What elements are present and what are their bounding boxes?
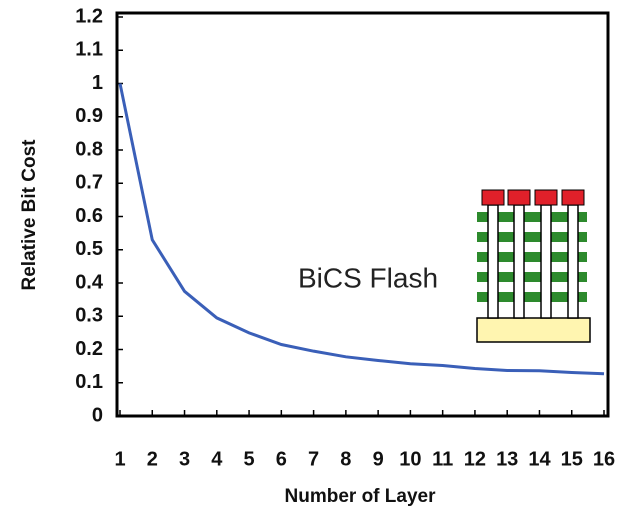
x-tick-label: 6 <box>276 448 287 470</box>
y-tick-label: 0.5 <box>75 238 103 260</box>
y-tick-label: 0.4 <box>75 271 104 293</box>
x-axis-title: Number of Layer <box>285 486 437 507</box>
x-tick-label: 9 <box>373 448 384 470</box>
y-axis-title: Relative Bit Cost <box>19 139 40 291</box>
y-tick-label: 0.1 <box>75 371 103 393</box>
bics-diagram <box>476 189 591 343</box>
y-tick-label: 0.6 <box>75 205 103 227</box>
x-tick-label: 16 <box>593 448 615 470</box>
x-tick-label: 4 <box>211 448 223 470</box>
y-tick-label: 0.7 <box>75 172 103 194</box>
y-tick-label: 0.9 <box>75 105 103 127</box>
x-tick-label: 8 <box>340 448 351 470</box>
y-tick-label: 0.8 <box>75 138 103 160</box>
y-tick-label: 0.2 <box>75 338 103 360</box>
annotation: BiCS Flash <box>298 262 438 293</box>
x-tick-label: 14 <box>528 448 551 470</box>
x-tick-label: 10 <box>399 448 421 470</box>
x-tick-label: 15 <box>561 448 583 470</box>
x-tick-label: 11 <box>432 448 453 470</box>
y-tick-label: 0.3 <box>75 305 103 327</box>
x-tick-label: 7 <box>308 448 319 470</box>
data-line <box>118 83 605 376</box>
plot-frame <box>115 11 610 418</box>
x-tick-label: 5 <box>244 448 255 470</box>
y-tick-label: 1.2 <box>75 5 103 27</box>
x-tick-label: 2 <box>147 448 158 470</box>
y-tick-label: 1 <box>92 72 103 94</box>
y-tick-label: 0 <box>92 404 103 426</box>
y-tick-label: 1.1 <box>75 39 103 61</box>
x-tick-label: 3 <box>179 448 190 470</box>
x-tick-label: 12 <box>464 448 486 470</box>
x-tick-label: 1 <box>114 448 125 470</box>
x-tick-label: 13 <box>496 448 518 470</box>
